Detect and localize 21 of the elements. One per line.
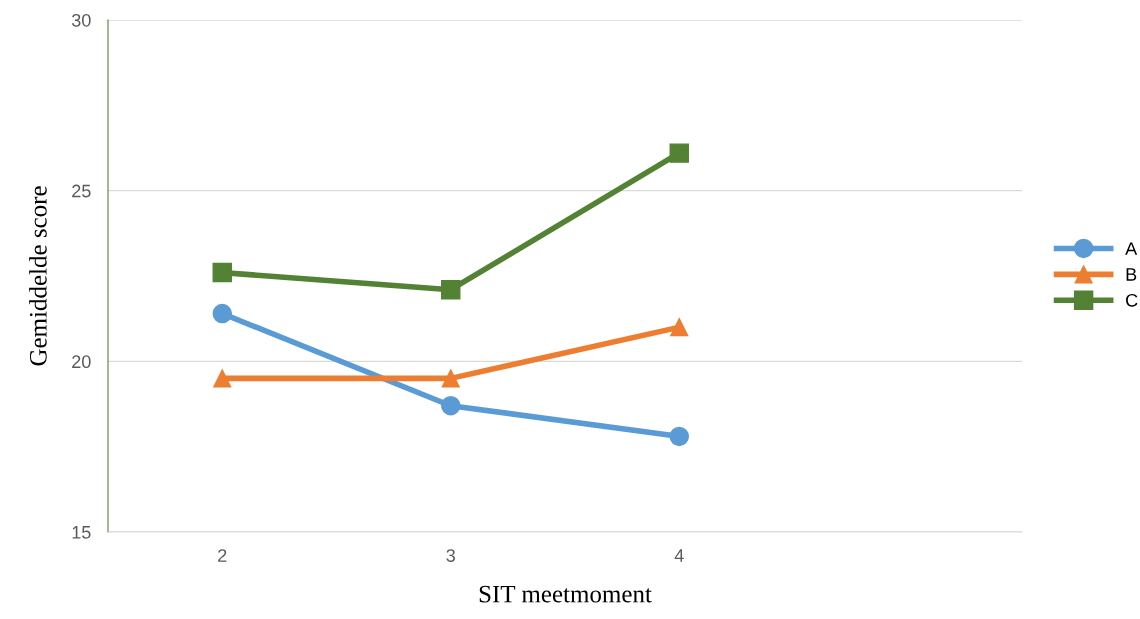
y-tick-label: 30	[71, 13, 91, 27]
x-axis-title: SIT meetmoment	[479, 585, 652, 603]
y-tick-label: 25	[72, 184, 91, 198]
point	[212, 262, 232, 283]
point	[212, 303, 232, 324]
y-axis-title: Gemiddelde score	[29, 186, 47, 366]
point	[669, 143, 689, 163]
point	[670, 318, 689, 337]
legend-label: C	[1126, 293, 1138, 307]
point	[441, 395, 461, 416]
point	[441, 279, 461, 300]
y-tick-label: 15	[72, 526, 91, 539]
legend-label: A	[1125, 242, 1138, 255]
x-tick-label: 3	[446, 549, 455, 562]
legend-label: B	[1126, 268, 1137, 281]
x-tick-label: 2	[218, 549, 227, 562]
point	[441, 369, 460, 388]
point	[213, 369, 232, 388]
x-tick-label: 4	[674, 549, 684, 562]
y-tick-label: 20	[72, 355, 91, 369]
point	[669, 426, 689, 447]
